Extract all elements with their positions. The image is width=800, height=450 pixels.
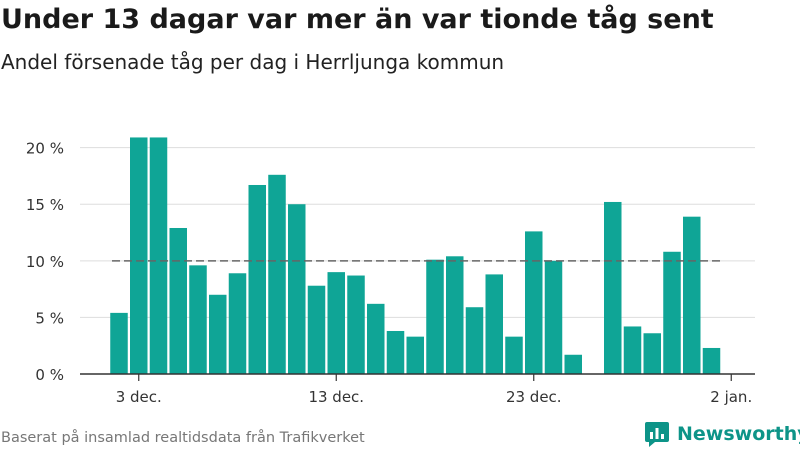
bar-23[interactable]: 24 dec.: 10 %: [544, 260, 563, 374]
bar-20[interactable]: 21 dec.: 8.8 %: [485, 274, 504, 374]
y-tick-label: 0 %: [35, 366, 64, 384]
bar-12[interactable]: 13 dec.: 9 %: [327, 272, 346, 374]
bar-10[interactable]: 11 dec.: 15 %: [288, 204, 306, 374]
y-tick-label: 5 %: [35, 309, 64, 327]
bar-16[interactable]: 17 dec.: 3.3 %: [406, 336, 425, 374]
brand-name: Newsworthy: [677, 423, 800, 445]
bar-1[interactable]: 2 dec.: 5.4 %: [110, 312, 128, 374]
bars: 2 dec.: 5.4 %3 dec.: 20.9 %4 dec.: 20.9 …: [110, 137, 721, 374]
bar-17[interactable]: 18 dec.: 10.1 %: [426, 259, 444, 374]
y-tick-labels: 0 % 5 % 10 % 15 % 20 %: [26, 140, 64, 384]
y-tick-label: 20 %: [26, 140, 64, 158]
bar-3[interactable]: 4 dec.: 20.9 %: [149, 137, 168, 374]
bar-4[interactable]: 5 dec.: 12.9 %: [169, 227, 188, 374]
bar-14[interactable]: 15 dec.: 6.2 %: [367, 303, 385, 374]
bar-11[interactable]: 12 dec.: 7.8 %: [307, 285, 326, 374]
bar-2[interactable]: 3 dec.: 20.9 %: [130, 137, 148, 374]
bar-29[interactable]: 30 dec.: 10.8 %: [663, 251, 681, 374]
newsworthy-logo-icon: [645, 422, 669, 447]
bar-19[interactable]: 20 dec.: 5.9 %: [465, 307, 484, 374]
bar-9[interactable]: 10 dec.: 17.6 %: [268, 174, 286, 374]
x-axis: 3 dec. 13 dec. 23 dec. 2 jan.: [80, 373, 755, 406]
bar-28[interactable]: 29 dec.: 3.6 %: [643, 333, 662, 374]
y-tick-label: 15 %: [26, 196, 64, 214]
bar-31[interactable]: 1 jan.: 2.3 %: [702, 347, 721, 374]
bar-8[interactable]: 9 dec.: 16.7 %: [248, 184, 267, 374]
bar-24[interactable]: 25 dec.: 1.7 %: [564, 354, 583, 374]
bar-15[interactable]: 16 dec.: 3.8 %: [386, 330, 405, 374]
x-tick-label: 2 jan.: [710, 388, 752, 406]
bar-30[interactable]: 31 dec.: 13.9 %: [683, 216, 701, 374]
newsworthy-logo[interactable]: Newsworthy: [644, 420, 800, 448]
bar-27[interactable]: 28 dec.: 4.2 %: [623, 326, 642, 374]
bar-26[interactable]: 27 dec.: 15.2 %: [604, 201, 622, 374]
bar-18[interactable]: 19 dec.: 10.4 %: [446, 256, 464, 374]
x-tick-label: 3 dec.: [116, 388, 162, 406]
y-tick-label: 10 %: [26, 253, 64, 271]
x-tick-label: 13 dec.: [308, 388, 364, 406]
bar-5[interactable]: 6 dec.: 9.6 %: [189, 265, 207, 374]
bar-22[interactable]: 23 dec.: 12.6 %: [525, 231, 543, 374]
chart-title: Under 13 dagar var mer än var tionde tåg…: [1, 4, 714, 35]
bar-21[interactable]: 22 dec.: 3.3 %: [505, 336, 523, 374]
bar-6[interactable]: 7 dec.: 7 %: [209, 294, 227, 374]
bar-13[interactable]: 14 dec.: 8.7 %: [347, 275, 365, 374]
chart-subtitle: Andel försenade tåg per dag i Herrljunga…: [1, 50, 505, 74]
source-note: Baserat på insamlad realtidsdata från Tr…: [1, 430, 365, 446]
x-tick-label: 23 dec.: [506, 388, 562, 406]
bar-7[interactable]: 8 dec.: 8.9 %: [228, 273, 247, 374]
